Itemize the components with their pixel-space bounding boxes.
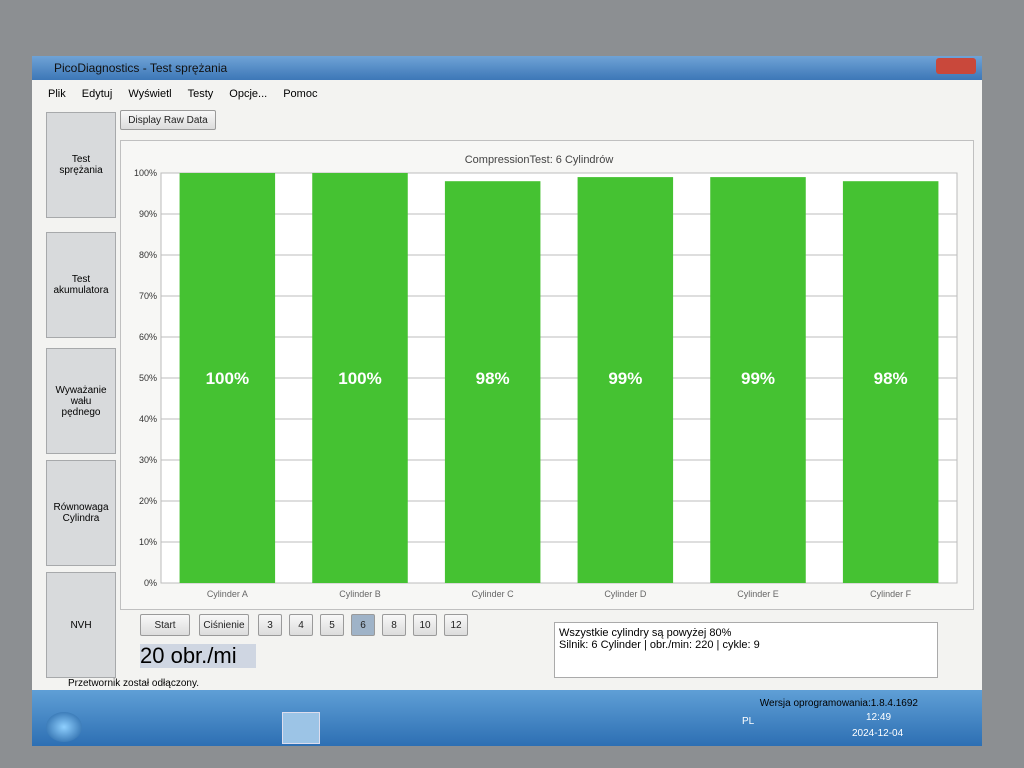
x-tick-label: Cylinder D xyxy=(604,589,647,599)
y-tick-label: 60% xyxy=(139,332,157,342)
y-tick-label: 30% xyxy=(139,455,157,465)
y-tick-label: 50% xyxy=(139,373,157,383)
bar xyxy=(577,177,674,583)
clock-date: 2024-12-04 xyxy=(852,728,904,739)
sidebar-button[interactable]: Równowaga Cylindra xyxy=(46,460,116,566)
chart-title: CompressionTest: 6 Cylindrów xyxy=(465,154,614,166)
taskbar: PL 12:49 2024-12-04 xyxy=(32,690,982,746)
info-line: Silnik: 6 Cylinder | obr./min: 220 | cyk… xyxy=(559,639,760,651)
y-tick-label: 80% xyxy=(139,250,157,260)
option-button[interactable]: 8 xyxy=(382,614,406,636)
start-orb[interactable] xyxy=(46,712,82,742)
sidebar-button[interactable]: Wyważanie wału pędnego xyxy=(46,348,116,454)
value-label: 98% xyxy=(874,369,908,388)
bar xyxy=(710,177,806,583)
taskbar-app[interactable] xyxy=(282,712,320,744)
value-label: 98% xyxy=(476,369,510,388)
bar xyxy=(179,173,276,583)
raw-data-button[interactable]: Display Raw Data xyxy=(120,110,216,130)
chart: CompressionTest: 6 Cylindrów 0% 10% 20% 30% 4… xyxy=(134,154,958,599)
x-tick-label: Cylinder C xyxy=(472,589,515,599)
close-button[interactable] xyxy=(936,58,976,74)
window-title: PicoDiagnostics - Test sprężania xyxy=(54,61,228,75)
y-tick-label: 70% xyxy=(139,291,157,301)
chart-panel: CompressionTest: 6 Cylindrów 0% 10% 20% 30% 4… xyxy=(120,140,974,610)
rpm-field[interactable]: 20 obr./mi xyxy=(140,644,256,668)
y-tick-label: 40% xyxy=(139,414,157,424)
info-line: Wszystkie cylindry są powyżej 80% xyxy=(559,627,732,639)
option-button[interactable]: 6 xyxy=(351,614,375,636)
y-tick-label: 20% xyxy=(139,496,157,506)
option-button[interactable]: Start xyxy=(140,614,190,636)
option-button[interactable]: 12 xyxy=(444,614,468,636)
sidebar-button[interactable]: NVH xyxy=(46,572,116,678)
menu-bar: Plik Edytuj Wyświetl Testy Opcje... Pomoc xyxy=(32,82,982,106)
info-box: Wszystkie cylindry są powyżej 80% Silnik… xyxy=(554,622,938,678)
x-tick-label: Cylinder F xyxy=(870,589,912,599)
y-tick-label: 0% xyxy=(144,578,157,588)
option-button[interactable]: 10 xyxy=(413,614,437,636)
sidebar-button[interactable]: Test akumulatora xyxy=(46,232,116,338)
value-label: 100% xyxy=(338,369,381,388)
option-button[interactable]: 5 xyxy=(320,614,344,636)
bar xyxy=(312,173,408,583)
bar xyxy=(444,181,541,583)
option-button[interactable]: 4 xyxy=(289,614,313,636)
value-label: 100% xyxy=(206,369,249,388)
menu-item[interactable]: Pomoc xyxy=(283,88,318,100)
y-tick-label: 10% xyxy=(139,537,157,547)
menu-item[interactable]: Testy xyxy=(187,88,214,100)
menu-item[interactable]: Opcje... xyxy=(229,88,268,100)
menu-item[interactable]: Edytuj xyxy=(81,88,113,100)
x-tick-label: Cylinder A xyxy=(207,589,248,599)
status-text: Przetwornik został odłączony. xyxy=(68,678,199,689)
y-tick-label: 100% xyxy=(134,168,157,178)
value-label: 99% xyxy=(608,369,642,388)
bar xyxy=(842,181,939,583)
y-tick-label: 90% xyxy=(139,209,157,219)
title-bar: PicoDiagnostics - Test sprężania xyxy=(32,56,982,80)
x-tick-label: Cylinder B xyxy=(339,589,381,599)
language: PL xyxy=(742,716,755,727)
option-button[interactable]: Ciśnienie xyxy=(199,614,249,636)
clock-time: 12:49 xyxy=(866,712,892,723)
menu-item[interactable]: Plik xyxy=(48,88,66,100)
menu-item[interactable]: Wyświetl xyxy=(128,88,172,100)
screen: PL 12:49 2024-12-04 PicoDiagnostics - Te… xyxy=(32,56,982,746)
sidebar-button[interactable]: Test sprężania xyxy=(46,112,116,218)
x-tick-label: Cylinder E xyxy=(737,589,779,599)
option-button[interactable]: 3 xyxy=(258,614,282,636)
value-label: 99% xyxy=(741,369,775,388)
version-text: Wersja oprogramowania:1.8.4.1692 xyxy=(759,698,918,709)
